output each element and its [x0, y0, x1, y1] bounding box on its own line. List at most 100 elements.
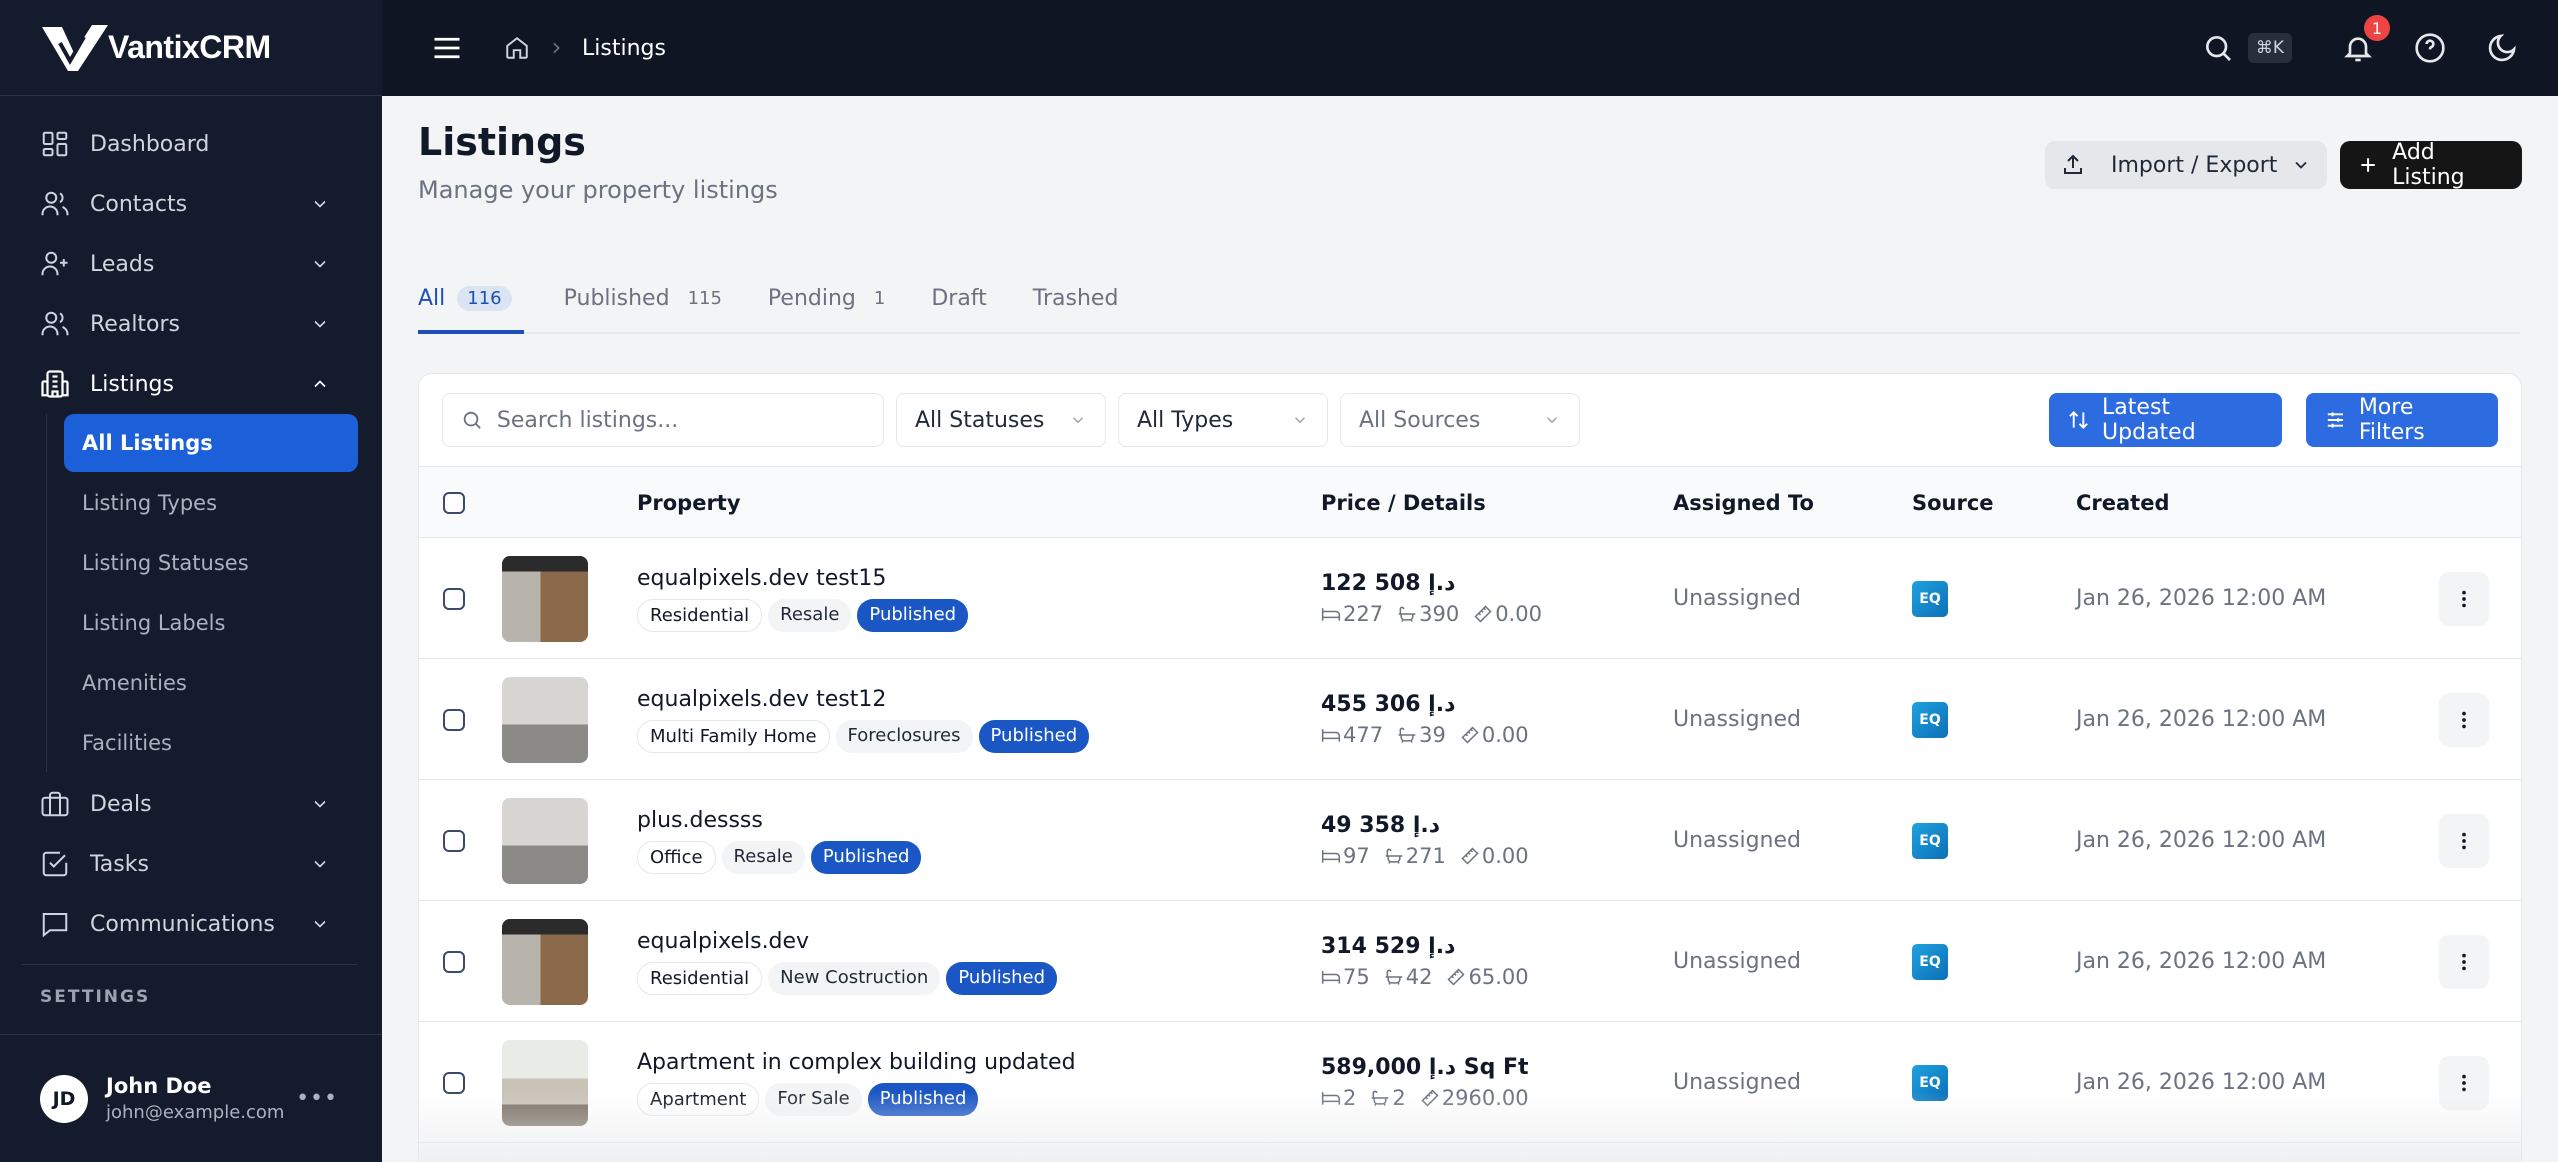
property-name[interactable]: plus.dessss	[637, 807, 763, 833]
tag: Residential	[637, 598, 763, 632]
sidebar-item-leads[interactable]: Leads	[0, 234, 382, 294]
property-thumbnail[interactable]	[502, 555, 588, 642]
topbar: Listings ⌘K 1	[382, 0, 2558, 96]
created-date: Jan 26, 2026 12:00 AM	[2076, 828, 2327, 853]
sidebar-subitem-listing-types[interactable]: Listing Types	[82, 491, 218, 515]
more-filters-button[interactable]: More Filters	[2306, 393, 2498, 447]
table-row[interactable]: equalpixels.dev test15 Residential Resale…	[419, 538, 2521, 659]
search-input[interactable]	[496, 407, 865, 433]
sidebar-item-dashboard[interactable]: Dashboard	[0, 114, 382, 174]
user-name: John Doe	[106, 1074, 212, 1098]
search-icon[interactable]	[2202, 32, 2234, 64]
chevron-down-icon	[2295, 161, 2307, 169]
moon-icon[interactable]	[2486, 32, 2518, 64]
search-box[interactable]	[442, 393, 884, 447]
chevron-down-icon	[314, 320, 326, 328]
notifications-button[interactable]: 1	[2342, 15, 2390, 64]
menu-icon[interactable]	[432, 35, 462, 61]
column-header-assigned[interactable]: Assigned To	[1673, 491, 1814, 515]
sidebar-item-tasks[interactable]: Tasks	[0, 834, 382, 894]
sidebar-subitem-listing-labels[interactable]: Listing Labels	[82, 611, 226, 635]
property-details: 227 390 0.00	[1321, 602, 1556, 626]
logo[interactable]: VantixCRM	[0, 0, 382, 96]
table-row[interactable]: equalpixels.dev Residential New Costructi…	[419, 901, 2521, 1022]
sort-label: Latest Updated	[2102, 395, 2196, 445]
source-filter-select[interactable]: All Sources	[1340, 393, 1580, 447]
property-thumbnail[interactable]	[502, 797, 588, 884]
user-profile[interactable]: JD John Doe john@example.com •••	[0, 1034, 382, 1162]
add-listing-label: Add Listing	[2392, 140, 2465, 190]
dashboard-icon	[42, 131, 68, 157]
sidebar: VantixCRM Dashboard Contacts Leads Realt…	[0, 0, 382, 1162]
column-header-source[interactable]: Source	[1912, 491, 1994, 515]
row-actions-button[interactable]	[2439, 934, 2489, 989]
row-actions-button[interactable]	[2439, 571, 2489, 626]
tab-draft[interactable]: Draft	[931, 278, 986, 332]
sidebar-item-deals[interactable]: Deals	[0, 774, 382, 834]
row-actions-button[interactable]	[2439, 813, 2489, 868]
tab-all[interactable]: All 116	[418, 278, 524, 334]
sidebar-subitem-amenities[interactable]: Amenities	[82, 671, 187, 695]
tab-label: Trashed	[1032, 286, 1119, 311]
created-date: Jan 26, 2026 12:00 AM	[2076, 1070, 2327, 1095]
column-header-property[interactable]: Property	[637, 491, 741, 515]
table-row[interactable]: plus.dessss Office Resale Published 49 358…	[419, 780, 2521, 901]
source-badge: EQ	[1912, 580, 1948, 617]
topbar-actions: ⌘K 1	[2202, 15, 2518, 64]
listings-card: All Statuses All Types All Sources Lates…	[418, 373, 2522, 1162]
type-filter-select[interactable]: All Types	[1118, 393, 1328, 447]
import-export-button[interactable]: Import / Export	[2045, 141, 2327, 189]
row-select-cell	[443, 780, 465, 901]
user-more-icon[interactable]: •••	[296, 1086, 338, 1111]
created-date: Jan 26, 2026 12:00 AM	[2076, 586, 2327, 611]
column-header-created[interactable]: Created	[2076, 491, 2170, 515]
plus-icon	[2361, 158, 2375, 172]
sidebar-subitem-listing-statuses[interactable]: Listing Statuses	[82, 551, 249, 575]
home-icon[interactable]	[504, 35, 530, 61]
row-checkbox[interactable]	[443, 587, 465, 610]
sidebar-subitem-facilities[interactable]: Facilities	[82, 731, 172, 755]
property-name[interactable]: equalpixels.dev test15	[637, 565, 887, 591]
sidebar-item-contacts[interactable]: Contacts	[0, 174, 382, 234]
property-name[interactable]: equalpixels.dev	[637, 928, 810, 954]
tab-trashed[interactable]: Trashed	[1033, 278, 1119, 332]
row-actions-button[interactable]	[2439, 692, 2489, 747]
avatar: JD	[40, 1074, 88, 1123]
row-checkbox[interactable]	[443, 708, 465, 731]
source-cell: EQ	[1912, 780, 1948, 901]
row-select-cell	[443, 901, 465, 1022]
property-thumbnail[interactable]	[502, 676, 588, 763]
property-name[interactable]: equalpixels.dev test12	[637, 686, 887, 712]
select-all-checkbox[interactable]	[443, 492, 465, 514]
bathrooms: 39	[1419, 723, 1446, 747]
scroll-fade	[419, 1092, 2521, 1162]
sliders-icon	[2327, 412, 2344, 428]
property-name[interactable]: Apartment in complex building updated	[637, 1049, 1076, 1075]
chevron-down-icon	[314, 860, 326, 868]
row-checkbox[interactable]	[443, 829, 465, 852]
sidebar-item-realtors[interactable]: Realtors	[0, 294, 382, 354]
property-details: 75 42 65.00	[1321, 965, 1543, 989]
help-icon[interactable]	[2414, 32, 2446, 64]
row-checkbox[interactable]	[443, 1071, 465, 1094]
table-row[interactable]: equalpixels.dev test12 Multi Family Home…	[419, 659, 2521, 780]
tab-count: 115	[687, 288, 722, 309]
property-thumbnail[interactable]	[502, 918, 588, 1005]
tab-pending[interactable]: Pending 1	[768, 278, 885, 332]
status-filter-select[interactable]: All Statuses	[896, 393, 1106, 447]
row-checkbox[interactable]	[443, 950, 465, 973]
main-content: Listings Manage your property listings I…	[382, 96, 2558, 1162]
tab-published[interactable]: Published 115	[564, 278, 722, 332]
row-select-cell	[443, 659, 465, 780]
price: 589,000 د.إ Sq Ft	[1321, 1055, 1529, 1080]
sort-latest-updated-button[interactable]: Latest Updated	[2049, 393, 2282, 447]
tag: Office	[637, 840, 716, 874]
column-header-price[interactable]: Price / Details	[1321, 491, 1486, 515]
add-listing-button[interactable]: Add Listing	[2340, 140, 2522, 190]
sidebar-item-communications[interactable]: Communications	[0, 894, 382, 954]
sidebar-subitem-all-listings[interactable]: All Listings	[64, 414, 358, 472]
price-cell: 49 358 د.إ 97 271 0.00	[1321, 780, 1543, 901]
sidebar-item-listings[interactable]: Listings	[0, 354, 382, 414]
tab-count: 1	[873, 288, 886, 309]
briefcase-icon	[41, 791, 69, 817]
